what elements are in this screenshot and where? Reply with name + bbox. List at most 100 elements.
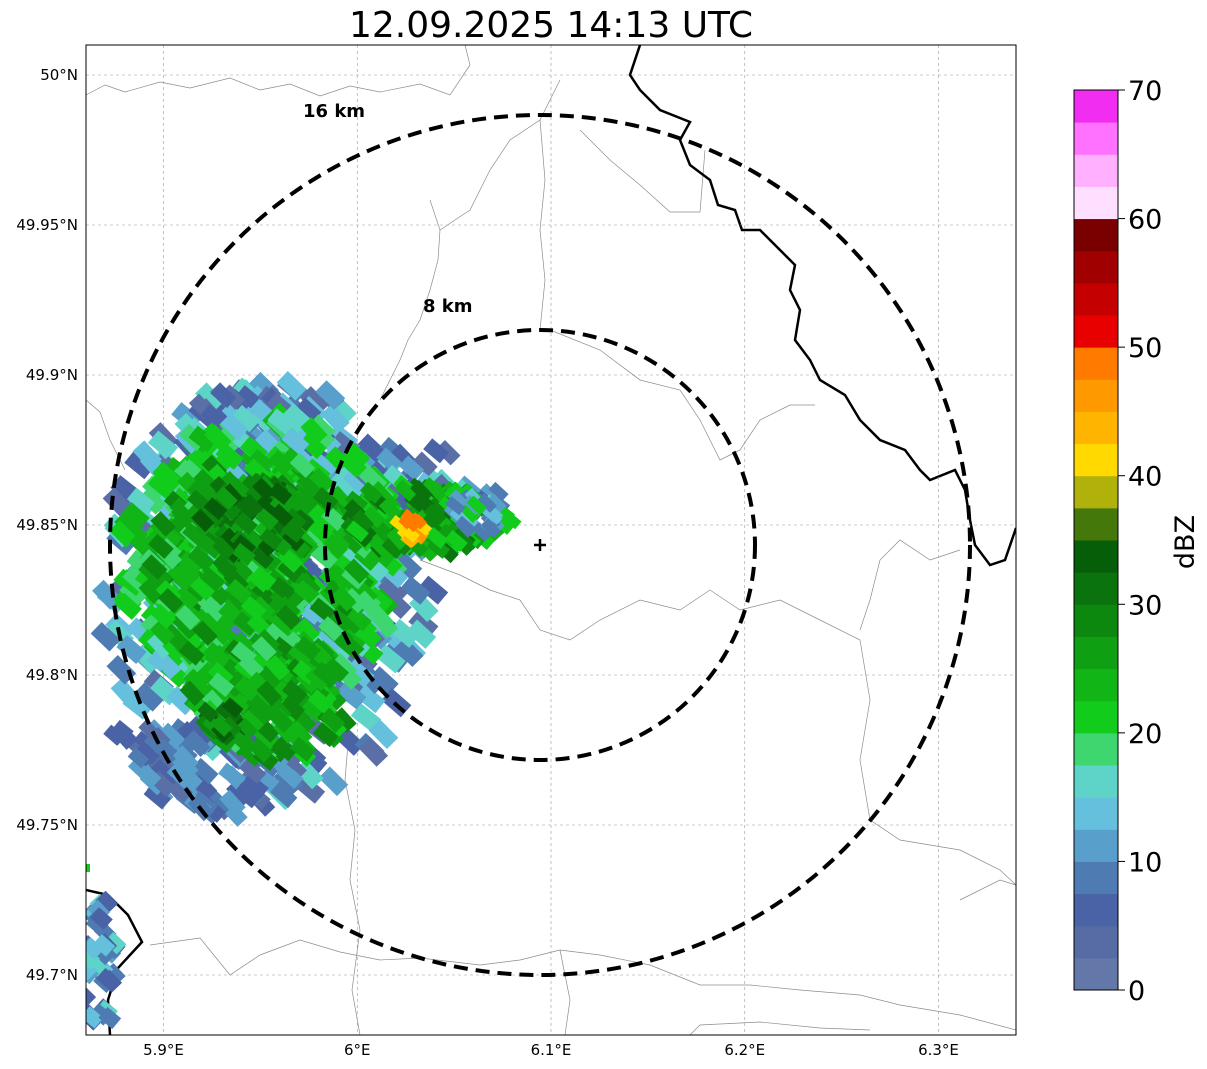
colorbar-segment [1074,186,1118,220]
radar-echo-cell [86,864,90,872]
radar-echo-cell [339,450,367,479]
radar-echo-cell [298,432,327,460]
radar-echo-cell [423,503,447,527]
radar-echo-cell [376,447,402,473]
radar-echo-cell [289,452,316,479]
radar-echo-cell [501,509,522,530]
radar-echo-cell [226,578,252,604]
radar-echo-cell [211,715,233,737]
radar-echo-cell [225,475,250,499]
radar-echo-cell [402,526,420,543]
radar-echo-cell [327,564,354,590]
radar-echo-cell [236,717,258,739]
radar-echo-cell [256,680,282,707]
radar-echo-cell [102,487,133,518]
radar-echo-cell [234,676,260,702]
radar-echo-cell [170,502,197,529]
radar-echo-cell [234,511,258,535]
range-rings [108,113,972,977]
radar-echo-cell [269,576,296,602]
radar-echo-cell [448,489,469,510]
radar-echo-cell [308,467,335,494]
radar-echo-cell [220,716,242,738]
radar-echo-cell [309,452,338,480]
radar-echo-cell [138,578,164,604]
colorbar-segment [1074,957,1118,991]
radar-echo-cell [398,514,414,530]
radar-echo-cell [318,616,344,642]
colorbar-tick-label: 60 [1128,205,1162,236]
colorbar-segment [1074,925,1118,959]
radar-echo-cell [250,581,277,607]
map-title: 12.09.2025 14:13 UTC [348,5,754,46]
radar-echo-cell [355,684,386,714]
radar-echo-cell [305,665,331,692]
radar-echo-cell [126,487,155,515]
radar-echo-cell [178,550,204,577]
longitude-tick-label: 6°E [344,1041,371,1059]
radar-echo-cell [272,735,298,762]
range-ring-label-16km: 16 km [303,101,365,122]
radar-echo-cell [92,934,116,957]
radar-echo-cell [378,497,402,521]
radar-echo-cell [210,382,237,409]
colorbar-segment [1074,604,1118,637]
radar-echo-cell [158,722,186,750]
colorbar-segment [1074,379,1118,412]
radar-echo-cell [298,559,330,589]
radar-echo-cell [86,947,101,970]
colorbar-segment [1074,315,1118,348]
radar-echo-cell [203,497,228,521]
radar-echo-cell [426,480,450,503]
radar-echo-cell [381,536,405,559]
longitude-tick-label: 6.1°E [531,1041,572,1059]
radar-echo-cell [307,689,334,715]
radar-echo-cell [183,730,211,757]
colorbar-segment [1074,668,1118,702]
radar-echo-cell [322,533,349,560]
radar-echo-cell [86,984,97,1008]
radar-echo-cell [121,502,150,530]
radar-echo-cell [279,695,306,721]
radar-echo-cell [90,907,113,930]
map-frame [85,44,1017,1036]
radar-echo-cell [232,499,256,523]
radar-echo-cell [92,579,122,610]
radar-echo-cell [455,515,476,536]
radar-echo-cell [95,890,118,914]
radar-echo-cell [212,536,236,561]
radar-echo-cell [423,438,450,464]
radar-echo-cell [166,762,194,789]
radar-echo-cell [307,503,334,530]
radar-echo-cell [143,783,172,810]
radar-echo-cell [215,701,237,723]
radar-echo-cell [254,629,280,655]
colorbar-segment [1074,540,1118,573]
radar-echo-cell [259,527,283,551]
radar-echo-cell [208,672,235,698]
colorbar-segment [1074,572,1118,605]
radar-echo-cell [460,503,480,523]
radar-echo-cell [331,586,357,612]
radar-echo-cell [109,520,137,548]
radar-echo-cell [154,651,182,680]
latitude-tick-label: 50°N [40,66,78,84]
colorbar-segment [1074,122,1118,155]
radar-echo-cell [200,404,227,430]
colorbar-segment [1074,765,1118,798]
radar-echo-cell [426,537,450,559]
radar-echo-cell [173,613,200,640]
radar-echo-cell [174,604,201,631]
radar-echo-cell [412,513,428,529]
radar-echo-cell [471,522,492,542]
radar-echo-cell [444,529,468,553]
radar-echo-cell [148,533,174,559]
radar-echo-cell [368,719,399,750]
radar-echo-cell [289,737,316,762]
radar-echo-cell [150,511,176,537]
radar-echo-cell [175,584,201,610]
radar-echo-cell [269,493,294,517]
radar-echo-cell [393,637,424,668]
radar-echo-cell [116,634,147,665]
radar-echo-cell [327,485,353,512]
